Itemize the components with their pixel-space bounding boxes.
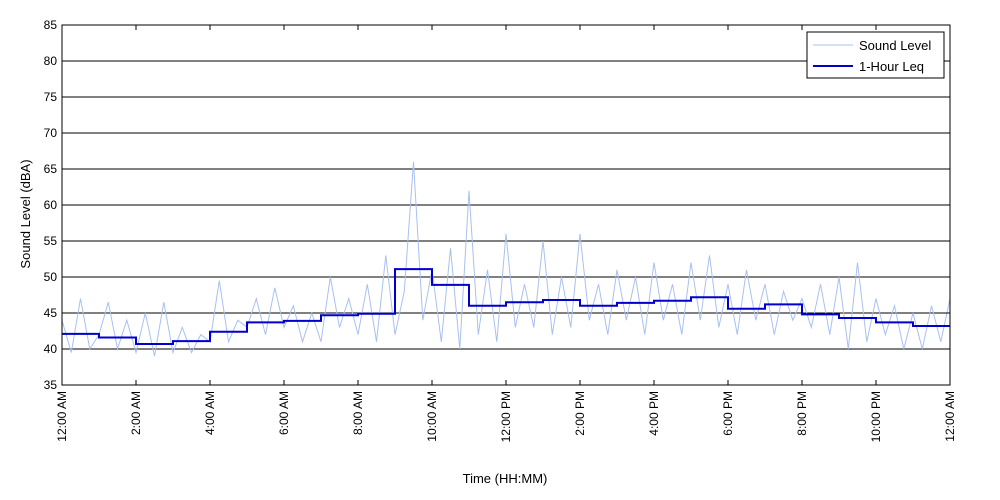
x-axis-ticks: 12:00 AM 2:00 AM 4:00 AM 6:00 AM 8:00 AM 10:0… bbox=[55, 25, 957, 442]
x-tick-label: 12:00 PM bbox=[499, 391, 513, 442]
legend-label-sound-level: Sound Level bbox=[859, 38, 931, 53]
x-tick-label: 4:00 AM bbox=[203, 391, 217, 435]
series-1-hour-leq-line bbox=[62, 268, 950, 345]
x-tick-label: 12:00 AM bbox=[55, 391, 69, 442]
y-tick-label: 40 bbox=[44, 342, 58, 356]
grid-layer bbox=[62, 60, 950, 350]
y-tick-label: 85 bbox=[44, 18, 58, 32]
x-tick-label: 8:00 PM bbox=[795, 391, 809, 436]
y-tick-label: 80 bbox=[44, 54, 58, 68]
x-tick-label: 6:00 AM bbox=[277, 391, 291, 435]
legend-box bbox=[806, 31, 945, 79]
x-tick-label: 10:00 PM bbox=[869, 391, 883, 442]
x-axis-title: Time (HH:MM) bbox=[463, 471, 548, 486]
y-tick-label: 50 bbox=[44, 270, 58, 284]
x-tick-label: 2:00 PM bbox=[573, 391, 587, 436]
y-tick-label: 70 bbox=[44, 126, 58, 140]
y-tick-label: 60 bbox=[44, 198, 58, 212]
x-tick-label: 2:00 AM bbox=[129, 391, 143, 435]
x-tick-label: 8:00 AM bbox=[351, 391, 365, 435]
series-sound-level-line bbox=[61, 161, 951, 357]
x-tick-label: 6:00 PM bbox=[721, 391, 735, 436]
legend-label-1-hour-leq: 1-Hour Leq bbox=[859, 59, 924, 74]
x-tick-label: 12:00 AM bbox=[943, 391, 957, 442]
y-tick-label: 75 bbox=[44, 90, 58, 104]
legend: Sound Level 1-Hour Leq bbox=[806, 31, 945, 79]
y-axis-ticks: 35 40 45 50 55 60 65 70 75 80 85 bbox=[44, 18, 950, 392]
y-tick-label: 65 bbox=[44, 162, 58, 176]
y-tick-label: 55 bbox=[44, 234, 58, 248]
x-tick-label: 10:00 AM bbox=[425, 391, 439, 442]
y-tick-label: 35 bbox=[44, 378, 58, 392]
x-tick-label: 4:00 PM bbox=[647, 391, 661, 436]
series-layer bbox=[61, 161, 951, 357]
y-axis-title: Sound Level (dBA) bbox=[18, 159, 33, 268]
y-tick-label: 45 bbox=[44, 306, 58, 320]
